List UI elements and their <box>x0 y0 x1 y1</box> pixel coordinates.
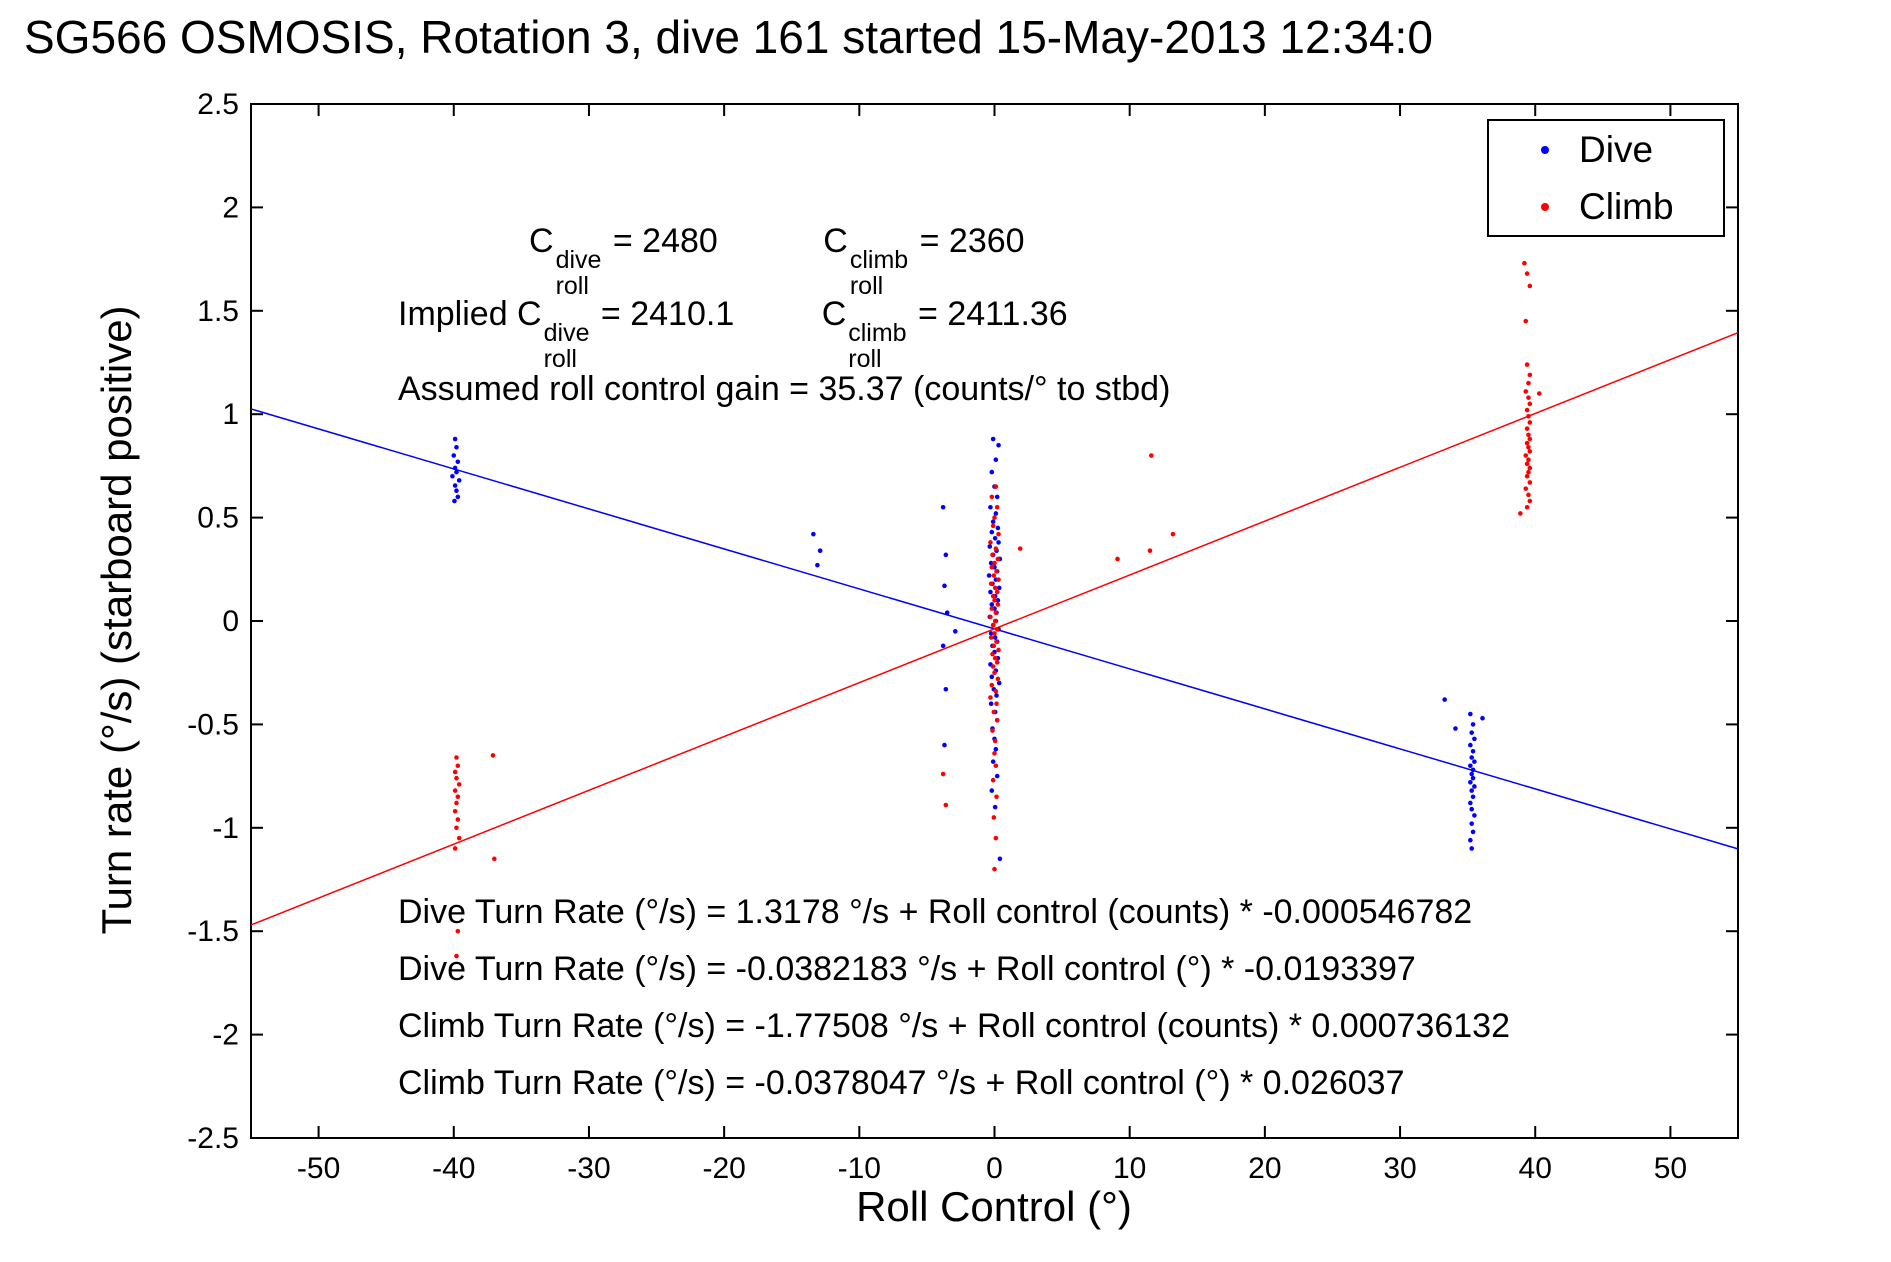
x-tick-label: -40 <box>432 1152 475 1185</box>
c-roll-climb-prefix: C <box>823 222 848 260</box>
y-tick-label: 2.5 <box>197 88 239 121</box>
legend-label-climb: Climb <box>1579 185 1674 227</box>
implied-c-roll-climb-eq: = 2411.36 <box>908 295 1068 333</box>
implied-c-roll-climb-sub: roll <box>848 344 882 373</box>
c-roll-climb-sub: roll <box>849 271 884 300</box>
climb-fit <box>250 331 1739 926</box>
y-axis-label: Turn rate (°/s) (starboard positive) <box>93 305 140 935</box>
implied-c-roll-dive-sub: roll <box>543 344 577 373</box>
legend-item-dive: Dive <box>1489 121 1723 178</box>
x-tick-label: -30 <box>567 1152 610 1185</box>
y-tick-label: -2.5 <box>187 1122 239 1155</box>
implied-c-roll-climb-prefix: C <box>821 295 847 333</box>
x-tick-label: 0 <box>986 1152 1003 1185</box>
x-tick-label: -10 <box>838 1152 881 1185</box>
scatter-dive <box>450 436 1485 862</box>
legend-label-dive: Dive <box>1579 128 1654 170</box>
dive-marker-icon <box>1541 145 1549 154</box>
y-tick-label: 0.5 <box>197 502 239 535</box>
tick-labels: -50 -40 -30 -20 -10 0 10 20 30 40 50-2.5-2-1.5-1-0… <box>187 88 1687 1185</box>
y-tick-label: 1 <box>222 398 239 431</box>
c-roll-dive-subsup: dive roll <box>555 246 602 300</box>
y-tick-label: -1.5 <box>187 915 239 948</box>
c-roll-dive-sup: dive <box>555 246 602 274</box>
fit-equations: Dive Turn Rate (°/s) = 1.3178 °/s + Roll… <box>398 884 1510 1112</box>
y-tick-label: -2 <box>212 1019 239 1052</box>
x-tick-label: 50 <box>1654 1152 1687 1185</box>
x-tick-label: 10 <box>1113 1152 1146 1185</box>
x-tick-label: 30 <box>1383 1152 1416 1185</box>
y-tick-label: 0 <box>222 605 239 638</box>
climb-marker-icon <box>1541 202 1549 211</box>
y-tick-label: 2 <box>222 191 239 224</box>
fit-lines <box>250 331 1739 926</box>
c-roll-climb-sup: climb <box>849 246 909 274</box>
x-tick-label: -50 <box>297 1152 340 1185</box>
implied-c-roll-dive-prefix: Implied C <box>398 295 542 333</box>
implied-c-roll-dive-eq: = 2410.1 <box>591 295 735 333</box>
y-tick-label: -1 <box>212 812 239 845</box>
y-tick-label: 1.5 <box>197 295 239 328</box>
c-roll-climb-subsup: climb roll <box>849 246 909 300</box>
c-roll-dive-sub: roll <box>555 271 589 300</box>
x-axis-label: Roll Control (°) <box>856 1183 1132 1230</box>
implied-c-roll-dive-subsup: dive roll <box>543 319 590 373</box>
dive-counts-equation: Dive Turn Rate (°/s) = 1.3178 °/s + Roll… <box>398 893 1473 931</box>
climb-counts-equation: Climb Turn Rate (°/s) = -1.77508 °/s + R… <box>398 1007 1510 1045</box>
implied-c-roll-dive-sup: dive <box>543 319 590 347</box>
chart-title: SG566 OSMOSIS, Rotation 3, dive 161 star… <box>24 11 1433 63</box>
dive-degrees-equation: Dive Turn Rate (°/s) = -0.0382183 °/s + … <box>398 950 1416 988</box>
c-roll-dive-eq: = 2480 <box>603 222 718 260</box>
x-tick-label: 40 <box>1519 1152 1552 1185</box>
roll-control-gain-annotation: Assumed roll control gain = 35.37 (count… <box>398 370 1171 408</box>
scatter-climb <box>452 260 1542 959</box>
c-roll-climb-eq: = 2360 <box>910 222 1025 260</box>
y-tick-label: -0.5 <box>187 708 239 741</box>
x-tick-label: 20 <box>1248 1152 1281 1185</box>
x-tick-label: -20 <box>702 1152 745 1185</box>
legend-item-climb: Climb <box>1489 178 1723 235</box>
legend: Dive Climb <box>1487 119 1725 237</box>
implied-c-roll-climb-sup: climb <box>848 319 907 347</box>
tick-marks <box>251 103 1738 1139</box>
climb-degrees-equation: Climb Turn Rate (°/s) = -0.0378047 °/s +… <box>398 1064 1405 1102</box>
implied-c-roll-climb-subsup: climb roll <box>848 319 907 373</box>
c-roll-dive-prefix: C <box>529 222 554 260</box>
